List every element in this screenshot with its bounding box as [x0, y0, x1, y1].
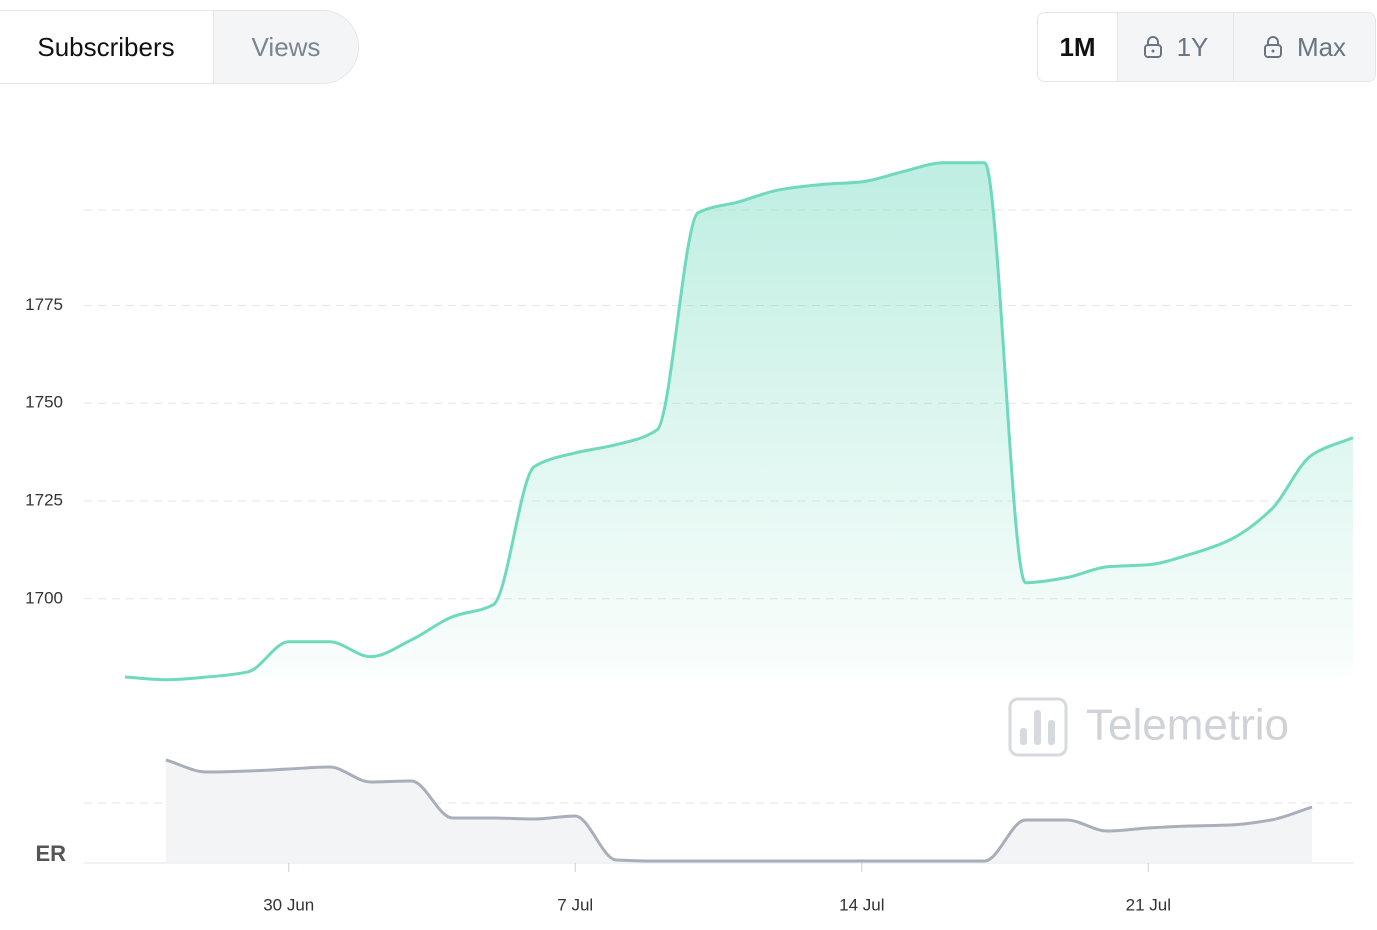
range-label: Max [1296, 31, 1347, 62]
x-tick-label: 14 Jul [839, 895, 884, 914]
tab[interactable]: Subscribers [0, 11, 213, 83]
y-tick-label: 1750 [25, 393, 63, 412]
range-label: 1Y [1176, 31, 1209, 62]
metric-tabs: Subscribers Views [0, 10, 359, 84]
x-tick-label: 30 Jun [263, 895, 314, 914]
area-fill [165, 760, 1313, 862]
range-tab[interactable]: 1Y [1117, 13, 1233, 81]
y-axis-label: ER [35, 841, 66, 866]
x-tick-label: 7 Jul [557, 895, 593, 914]
range-tab[interactable]: Max [1233, 13, 1375, 81]
line [165, 758, 1313, 863]
area-fill [125, 162, 1353, 680]
tab[interactable]: Views [213, 11, 358, 83]
y-tick-label: 1775 [25, 295, 63, 314]
lock-icon [1263, 36, 1282, 58]
y-tick-label: 1700 [25, 588, 63, 607]
range-tabs: 1M 1Y Max [1037, 12, 1376, 82]
line [124, 161, 1354, 682]
range-tab[interactable]: 1M [1038, 13, 1117, 81]
lock-icon [1143, 36, 1162, 58]
watermark: Telemetrio [1008, 697, 1289, 757]
x-tick-label: 21 Jul [1126, 895, 1171, 914]
watermark-text: Telemetrio [1086, 701, 1289, 750]
y-tick-label: 1725 [25, 490, 63, 509]
